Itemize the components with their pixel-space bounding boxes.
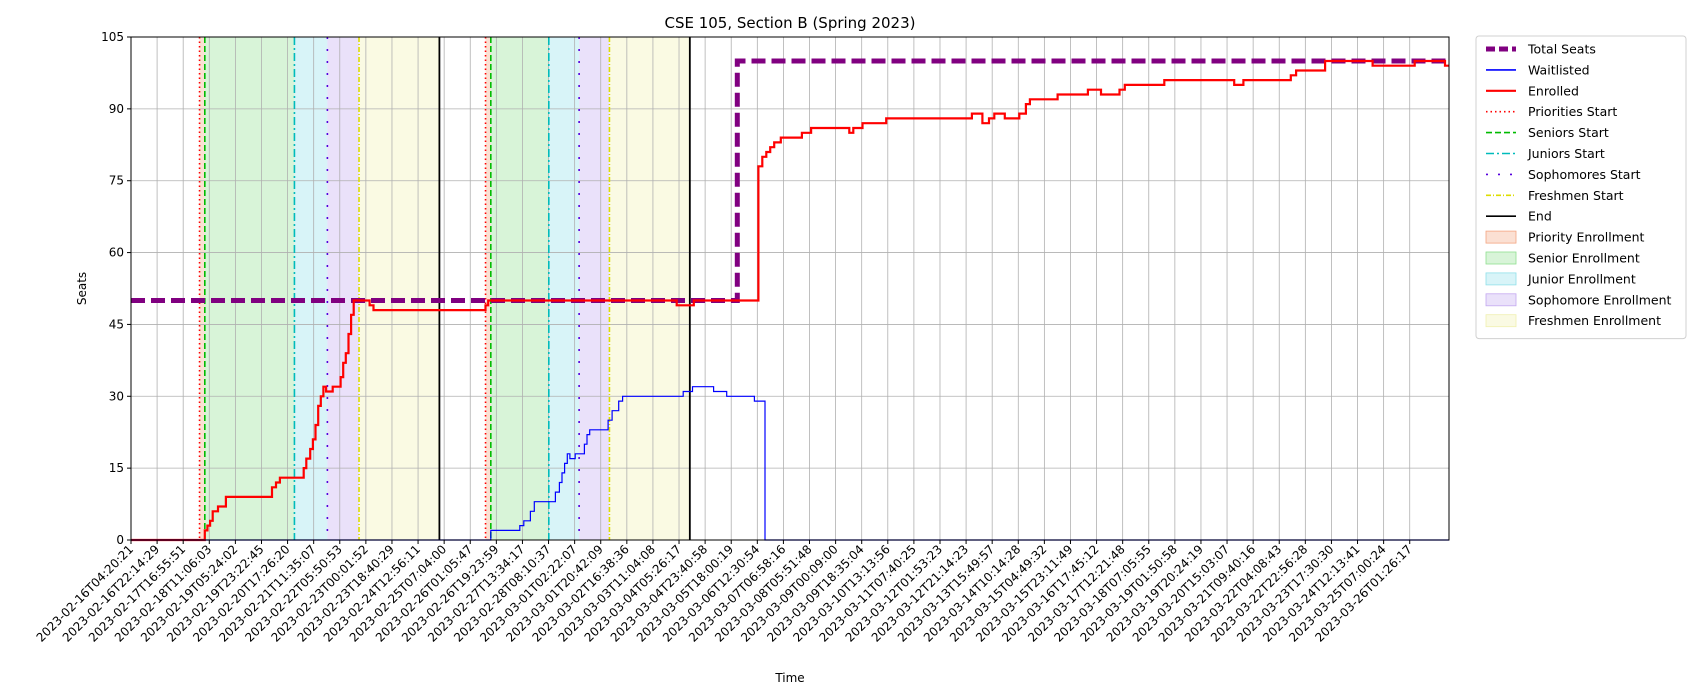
legend-label-13: Freshmen Enrollment [1528,313,1661,328]
legend-swatch-12 [1485,293,1517,307]
legend-swatch-13 [1485,314,1517,328]
band-2-0 [294,37,328,540]
legend-swatch-10 [1485,251,1517,265]
legend-label-10: Senior Enrollment [1528,251,1640,266]
y-tick-label-2: 30 [109,389,124,403]
legend: Total Seats Waitlisted Enrolled Priorities … [1475,35,1687,340]
band-4-1 [609,37,690,540]
band-3-0 [327,37,360,540]
y-tick-label-5: 75 [109,174,124,188]
legend-label-0: Total Seats [1527,42,1596,57]
band-0-1 [485,37,491,540]
enrollment-bands [199,37,690,540]
y-tick-label-1: 15 [109,461,124,475]
band-0-0 [199,37,205,540]
series-lines [131,58,1449,542]
band-4-0 [359,37,440,540]
band-2-1 [548,37,580,540]
y-tick-label-4: 60 [109,246,124,260]
series-line-1 [131,386,1449,541]
x-axis-ticks: 2023-02-16T04:20:212023-02-16T22:14:2920… [34,540,1415,645]
series-line-2 [131,59,1449,542]
band-1-1 [490,37,549,540]
legend-label-1: Waitlisted [1528,62,1590,77]
legend-label-3: Priorities Start [1528,104,1617,119]
y-tick-label-0: 0 [116,533,124,547]
legend-label-11: Junior Enrollment [1527,271,1636,286]
legend-label-7: Freshmen Start [1528,188,1624,203]
legend-label-9: Priority Enrollment [1528,230,1645,245]
chart-title: CSE 105, Section B (Spring 2023) [664,14,915,32]
y-tick-label-3: 45 [109,317,124,331]
legend-label-5: Juniors Start [1527,146,1605,161]
plot-frame [130,36,1450,541]
legend-label-4: Seniors Start [1528,125,1609,140]
legend-swatch-11 [1485,272,1517,286]
y-axis-ticks: 0 15 30 45 60 75 90 105 [101,30,131,547]
y-axis-label: Seats [75,272,89,305]
y-tick-label-6: 90 [109,102,124,116]
band-1-0 [204,37,295,540]
x-axis-label: Time [774,671,804,685]
phase-markers [198,37,691,540]
band-3-1 [579,37,610,540]
legend-label-2: Enrolled [1528,83,1579,98]
legend-box [1475,35,1687,340]
legend-label-12: Sophomore Enrollment [1528,292,1672,307]
legend-label-8: End [1528,209,1552,224]
legend-label-6: Sophomores Start [1528,167,1641,182]
series-line-0 [131,58,1449,303]
y-tick-label-7: 105 [101,30,124,44]
legend-swatch-9 [1485,230,1517,244]
